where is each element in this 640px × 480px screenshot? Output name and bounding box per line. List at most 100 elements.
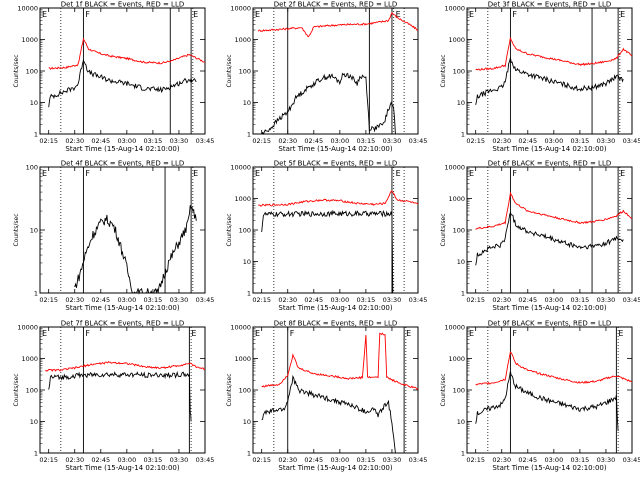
interval-letter: E: [193, 169, 198, 178]
y-axis-label: Counts/sec: [440, 54, 447, 87]
events-rate-line: [261, 374, 396, 454]
x-tick-label: 03:00: [117, 456, 136, 464]
panel-title: Det 1f BLACK = Events, RED = LLD: [61, 1, 184, 9]
y-tick-label: 1: [34, 450, 38, 458]
y-tick-label: 100: [26, 387, 38, 395]
y-axis-label: Counts/sec: [13, 373, 20, 406]
y-tick-label: 10: [30, 418, 38, 426]
y-tick-label: 10000: [17, 324, 38, 332]
x-tick-label: 02:45: [518, 456, 537, 464]
x-tick-label: 03:00: [330, 296, 349, 304]
x-tick-label: 03:15: [571, 296, 590, 304]
events-rate-line: [475, 57, 624, 105]
x-tick-label: 03:45: [623, 137, 640, 145]
x-tick-label: 03:45: [409, 456, 428, 464]
plot-frame: [466, 326, 633, 454]
x-tick-label: 02:45: [304, 296, 323, 304]
events-rate-line: [48, 370, 192, 422]
y-tick-label: 10000: [17, 5, 38, 13]
x-tick-label: 02:45: [518, 137, 537, 145]
y-tick-label: 1: [247, 131, 251, 139]
x-tick-label: 03:15: [571, 456, 590, 464]
x-tick-label: 02:30: [492, 456, 511, 464]
x-tick-label: 03:30: [383, 456, 402, 464]
detector-panel-9: Det 9f BLACK = Events, RED = LLD 1 10 100 10…: [440, 320, 640, 473]
events-rate-line: [74, 205, 197, 295]
x-tick-label: 02:30: [278, 456, 297, 464]
interval-letter: E: [255, 10, 260, 19]
y-tick-label: 10: [243, 418, 251, 426]
events-rate-line: [475, 211, 624, 266]
x-tick-label: 03:45: [196, 456, 215, 464]
interval-letter: E: [620, 10, 625, 19]
detector-panel-1: Det 1f BLACK = Events, RED = LLD 1 10 100 10…: [13, 1, 214, 154]
x-tick-label: 02:30: [492, 137, 511, 145]
x-tick-label: 03:45: [196, 296, 215, 304]
detector-panel-5: Det 5f BLACK = Events, RED = LLD 1 10 100 10…: [226, 160, 427, 313]
detector-panel-8: Det 8f BLACK = Events, RED = LLD 1 10 100 10…: [226, 320, 427, 473]
y-tick-label: 10: [243, 258, 251, 266]
y-axis-label: Counts/sec: [226, 373, 233, 406]
x-axis-label: Start Time (15-Aug-14 02:10:00): [492, 145, 606, 153]
x-tick-label: 03:30: [383, 137, 402, 145]
x-tick-label: 03:15: [357, 296, 376, 304]
x-tick-label: 03:30: [597, 456, 616, 464]
plot-frame: [466, 166, 633, 294]
y-tick-label: 10000: [230, 164, 251, 172]
lld-rate-line: [475, 37, 633, 71]
x-tick-label: 02:45: [304, 456, 323, 464]
panel-title: Det 3f BLACK = Events, RED = LLD: [488, 1, 611, 9]
y-tick-label: 10: [457, 99, 465, 107]
interval-letter: F: [290, 329, 295, 338]
x-tick-label: 02:45: [91, 296, 110, 304]
interval-letter: E: [42, 10, 47, 19]
x-axis-label: Start Time (15-Aug-14 02:10:00): [492, 464, 606, 472]
x-tick-label: 03:30: [597, 296, 616, 304]
interval-letter: E: [406, 329, 411, 338]
y-tick-label: 1000: [448, 355, 465, 363]
y-axis-label: Counts/sec: [440, 213, 447, 246]
x-tick-label: 02:15: [466, 137, 485, 145]
x-tick-label: 03:30: [170, 296, 189, 304]
x-tick-label: 03:15: [144, 456, 163, 464]
y-axis-label: Counts/sec: [13, 54, 20, 87]
x-tick-label: 02:15: [252, 296, 271, 304]
x-axis-label: Start Time (15-Aug-14 02:10:00): [278, 145, 392, 153]
panel-title: Det 6f BLACK = Events, RED = LLD: [488, 160, 611, 168]
y-tick-label: 1: [461, 131, 465, 139]
y-tick-label: 1: [34, 131, 38, 139]
x-tick-label: 02:15: [39, 137, 58, 145]
y-tick-label: 100: [239, 68, 251, 76]
interval-letter: E: [620, 169, 625, 178]
interval-letter: E: [618, 329, 623, 338]
x-tick-label: 02:15: [252, 137, 271, 145]
y-axis-label: Counts/sec: [13, 213, 20, 246]
x-tick-label: 03:45: [196, 137, 215, 145]
y-tick-label: 10000: [230, 5, 251, 13]
plot-frame: [39, 326, 206, 454]
x-tick-label: 02:30: [65, 137, 84, 145]
interval-letter: F: [512, 10, 517, 19]
x-tick-label: 02:30: [65, 456, 84, 464]
x-tick-label: 02:30: [65, 296, 84, 304]
x-tick-label: 03:00: [117, 296, 136, 304]
x-tick-label: 03:45: [409, 137, 428, 145]
y-tick-label: 10: [30, 99, 38, 107]
x-tick-label: 03:00: [544, 137, 563, 145]
lld-rate-line: [475, 351, 633, 386]
interval-letter: E: [396, 10, 401, 19]
x-axis-label: Start Time (15-Aug-14 02:10:00): [65, 304, 179, 312]
interval-letter: E: [42, 169, 47, 178]
x-axis-label: Start Time (15-Aug-14 02:10:00): [278, 304, 392, 312]
x-tick-label: 03:45: [623, 456, 640, 464]
y-tick-label: 10: [457, 418, 465, 426]
x-tick-label: 03:00: [117, 137, 136, 145]
y-tick-label: 10000: [444, 324, 465, 332]
x-tick-label: 03:30: [383, 296, 402, 304]
x-axis-label: Start Time (15-Aug-14 02:10:00): [492, 304, 606, 312]
plot-frame: [252, 166, 419, 294]
x-tick-label: 03:00: [544, 456, 563, 464]
y-tick-label: 100: [453, 227, 465, 235]
y-tick-label: 1: [461, 290, 465, 298]
